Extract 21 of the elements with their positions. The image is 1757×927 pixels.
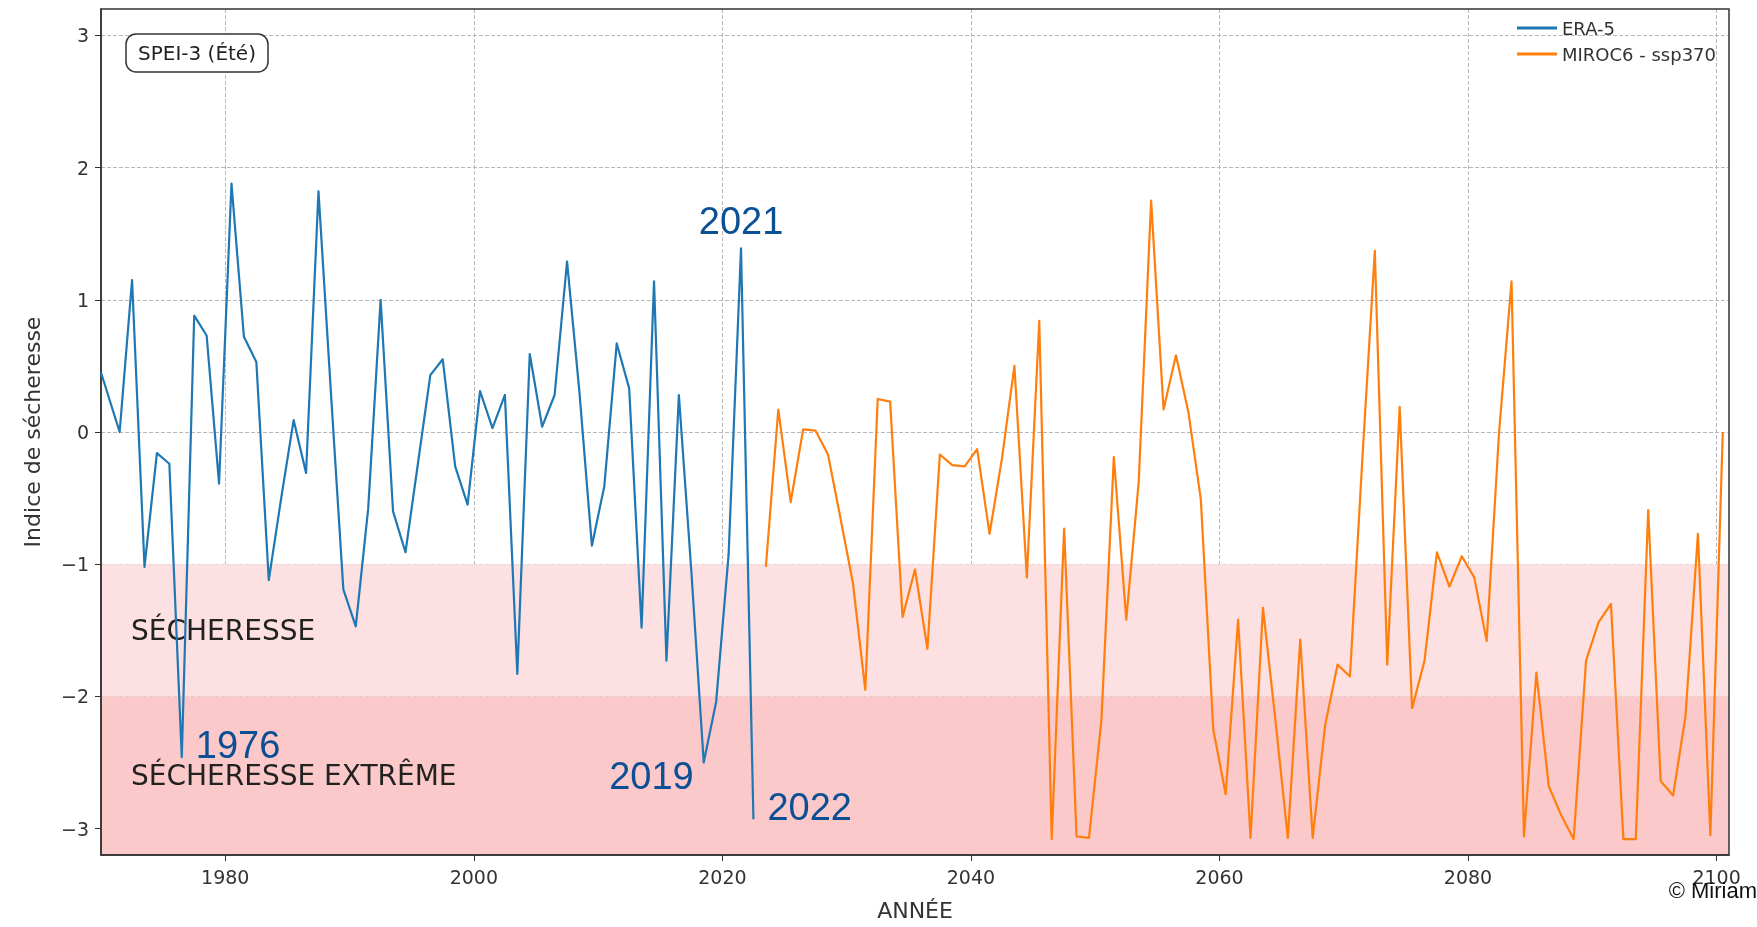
y-tick-label: −3 [60,817,89,840]
x-tick-label: 2020 [698,865,747,888]
y-tick-label: 0 [76,421,89,443]
x-tick-label: 2080 [1443,865,1493,888]
y-tick-label: −2 [60,685,89,708]
x-tick-label: 2000 [449,865,498,888]
x-tick-label: 2040 [946,865,996,888]
annotation: 2021 [698,200,784,243]
y-tick-label: 2 [76,156,89,179]
x-tick-label: 1980 [201,865,250,888]
x-tick-label: 2060 [1195,865,1244,888]
y-axis-title: Indice de sécheresse [19,316,45,548]
annotation: 2022 [767,786,852,829]
legend-label: MIROC6 - ssp370 [1561,43,1716,65]
x-axis-title: ANNÉE [877,897,953,923]
legend-label: ERA-5 [1561,17,1615,39]
y-tick-label: 3 [76,24,89,47]
y-tick-label: 1 [76,288,89,311]
annotation: 2019 [609,755,694,798]
text: SPEI-3 (Été) [138,41,256,65]
y-tick-label: −1 [60,553,89,576]
